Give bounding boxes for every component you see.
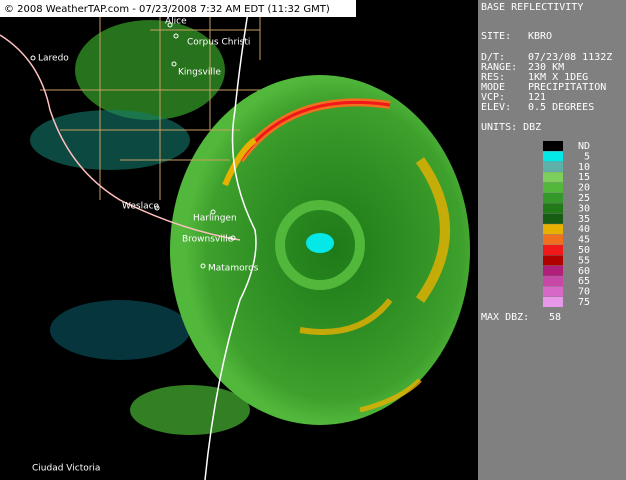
legend-label: 55 bbox=[578, 255, 590, 266]
city-label: Weslaco bbox=[122, 202, 160, 212]
info-label: SITE: bbox=[481, 31, 511, 42]
city-marker bbox=[230, 235, 236, 241]
info-label: VCP: bbox=[481, 92, 505, 103]
legend-swatch bbox=[543, 182, 563, 193]
city-label: Brownsville bbox=[182, 235, 234, 245]
legend-swatch bbox=[543, 213, 563, 224]
coastline bbox=[204, 0, 257, 480]
info-label: ELEV: bbox=[481, 102, 511, 113]
eyewall bbox=[275, 200, 365, 290]
max-label: MAX DBZ: bbox=[481, 312, 529, 323]
legend-label: 5 bbox=[584, 151, 590, 162]
echo-area bbox=[30, 110, 190, 170]
legend-label: 40 bbox=[578, 224, 590, 235]
info-value: 230 KM bbox=[528, 62, 564, 73]
legend-swatch bbox=[543, 193, 563, 203]
eye bbox=[306, 233, 334, 253]
legend-swatch bbox=[543, 276, 563, 287]
legend-label: 75 bbox=[578, 297, 590, 308]
legend-swatch bbox=[543, 245, 563, 255]
units-label: UNITS: DBZ bbox=[481, 122, 541, 133]
city-label: Matamoros bbox=[208, 264, 259, 274]
info-value: KBRO bbox=[528, 31, 552, 42]
legend-swatch bbox=[543, 224, 563, 235]
header-title: © 2008 WeatherTAP.com - 07/23/2008 7:32 … bbox=[4, 4, 330, 15]
echo-area bbox=[75, 20, 225, 120]
info-value: 0.5 DEGREES bbox=[528, 102, 594, 113]
city-marker bbox=[154, 205, 160, 211]
legend-swatch bbox=[543, 172, 563, 183]
legend-swatch bbox=[543, 297, 563, 307]
echo-area bbox=[130, 385, 250, 435]
legend-swatch bbox=[543, 286, 563, 297]
legend-label: 20 bbox=[578, 183, 590, 194]
legend-label: 10 bbox=[578, 162, 590, 173]
legend-label: 50 bbox=[578, 245, 590, 256]
county-lines bbox=[40, 0, 261, 200]
city-marker bbox=[200, 263, 206, 269]
legend-swatch bbox=[543, 203, 563, 214]
info-panel: BASE REFLECTIVITY SITE: KBRO D/T: 07/23/08 1… bbox=[478, 0, 626, 480]
city-label: Alice bbox=[165, 17, 187, 27]
city-marker bbox=[171, 61, 177, 67]
city-marker bbox=[173, 33, 179, 39]
legend-label: 70 bbox=[578, 287, 590, 298]
rain-band bbox=[359, 378, 422, 413]
info-value: PRECIPITATION bbox=[528, 82, 606, 93]
city-label: Ciudad Victoria bbox=[32, 464, 100, 474]
header-box bbox=[0, 0, 356, 17]
legend-label: 30 bbox=[578, 203, 590, 214]
city-label: Harlingen bbox=[193, 214, 237, 224]
max-value: 58 bbox=[549, 312, 561, 323]
legend-swatch bbox=[543, 151, 563, 162]
city-label: Kingsville bbox=[178, 68, 221, 78]
legend-label: 25 bbox=[578, 193, 590, 204]
city-label: Corpus Christi bbox=[187, 38, 250, 48]
info-value: 1KM X 1DEG bbox=[528, 72, 588, 83]
rain-band bbox=[222, 137, 257, 187]
legend-label: ND bbox=[578, 141, 590, 152]
legend-label: 45 bbox=[578, 235, 590, 246]
legend-swatch bbox=[543, 234, 563, 245]
info-value: 121 bbox=[528, 92, 546, 103]
map: © 2008 WeatherTAP.com - 07/23/2008 7:32 … bbox=[0, 0, 470, 480]
legend-swatch bbox=[543, 141, 563, 151]
info-label: MODE bbox=[481, 82, 505, 93]
rain-band bbox=[299, 298, 393, 335]
legend-swatch bbox=[543, 161, 563, 172]
echo-area bbox=[50, 300, 190, 360]
border bbox=[0, 34, 241, 241]
city-marker bbox=[210, 209, 216, 215]
legend-label: 15 bbox=[578, 172, 590, 183]
legend-label: 60 bbox=[578, 266, 590, 277]
info-label: D/T: bbox=[481, 52, 505, 63]
city-marker bbox=[30, 55, 36, 61]
legend-swatch bbox=[543, 265, 563, 276]
city-label: Laredo bbox=[38, 54, 69, 64]
legend-swatch bbox=[543, 255, 563, 266]
legend-label: 65 bbox=[578, 276, 590, 287]
legend-label: 35 bbox=[578, 214, 590, 225]
info-label: RES: bbox=[481, 72, 505, 83]
city-marker bbox=[167, 22, 173, 28]
rain-band bbox=[415, 157, 450, 303]
info-value: 07/23/08 1132Z bbox=[528, 52, 612, 63]
info-label: RANGE: bbox=[481, 62, 517, 73]
panel-title: BASE REFLECTIVITY bbox=[481, 2, 583, 13]
